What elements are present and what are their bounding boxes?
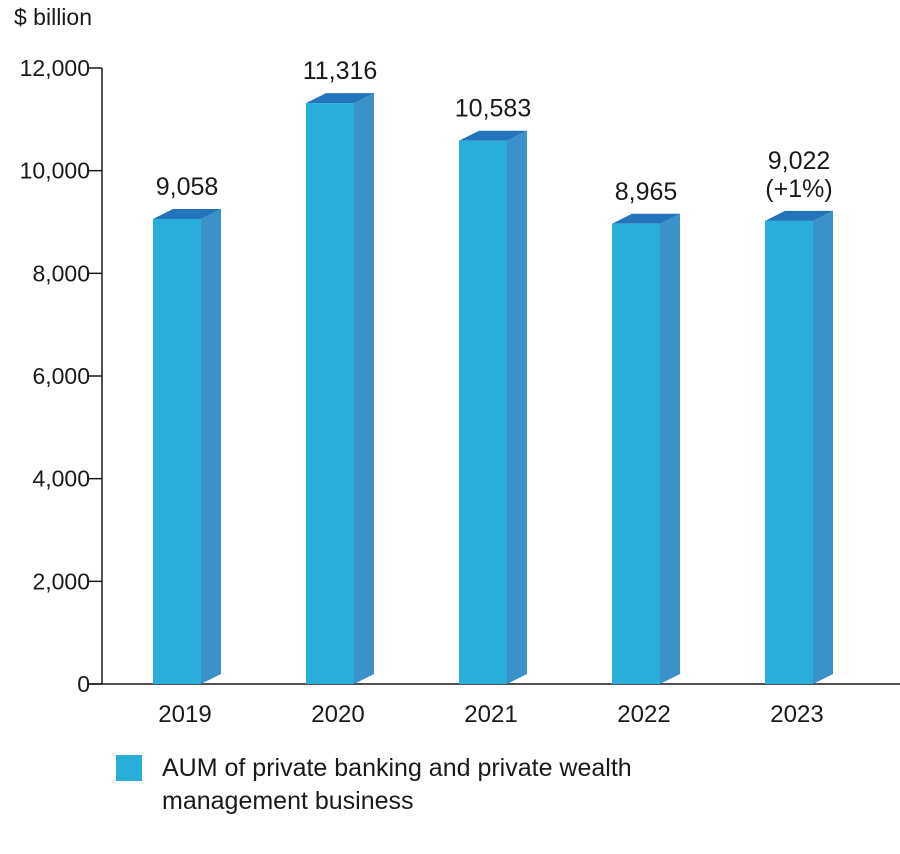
data-label: 11,316 [303,57,378,85]
legend: AUM of private banking and private wealt… [116,752,762,818]
bar-side [507,130,527,685]
y-tick-label: 2,000 [32,568,90,594]
y-tick-label: 10,000 [20,158,90,184]
bar [765,220,813,684]
legend-swatch [116,755,142,781]
y-tick-label: 8,000 [32,260,90,286]
bar [612,223,660,684]
legend-label: AUM of private banking and private wealt… [162,754,632,815]
x-tick-label: 2019 [158,701,211,728]
y-tick-label: 4,000 [32,466,90,492]
bar [153,219,201,685]
bar-top [153,209,221,220]
data-label: (+1%) [765,175,832,203]
x-tick-label: 2022 [617,701,670,728]
data-label: 9,022 [768,147,831,175]
bar-top [306,93,374,104]
data-label: 10,583 [455,95,531,123]
y-unit-label: $ billion [14,4,92,30]
x-tick-label: 2023 [770,701,823,728]
bar-top [612,213,680,224]
bar-chart: $ billion 0 2,000 4,000 6,000 8,000 10,000 12,0… [14,4,900,728]
y-tick-label: 0 [77,671,90,697]
bar-side [813,210,833,684]
data-label: 8,965 [615,178,678,206]
bar-top [459,130,527,141]
bar-side [660,213,680,684]
y-tick-label: 6,000 [32,363,90,389]
y-tick-label: 12,000 [20,55,90,81]
bar-side [201,209,221,685]
x-tick-label: 2021 [464,701,517,728]
bar [459,140,507,685]
bar-side [354,93,374,684]
data-label: 9,058 [156,173,219,201]
x-tick-label: 2020 [311,701,364,728]
bar [306,103,354,684]
bar-top [765,210,833,221]
